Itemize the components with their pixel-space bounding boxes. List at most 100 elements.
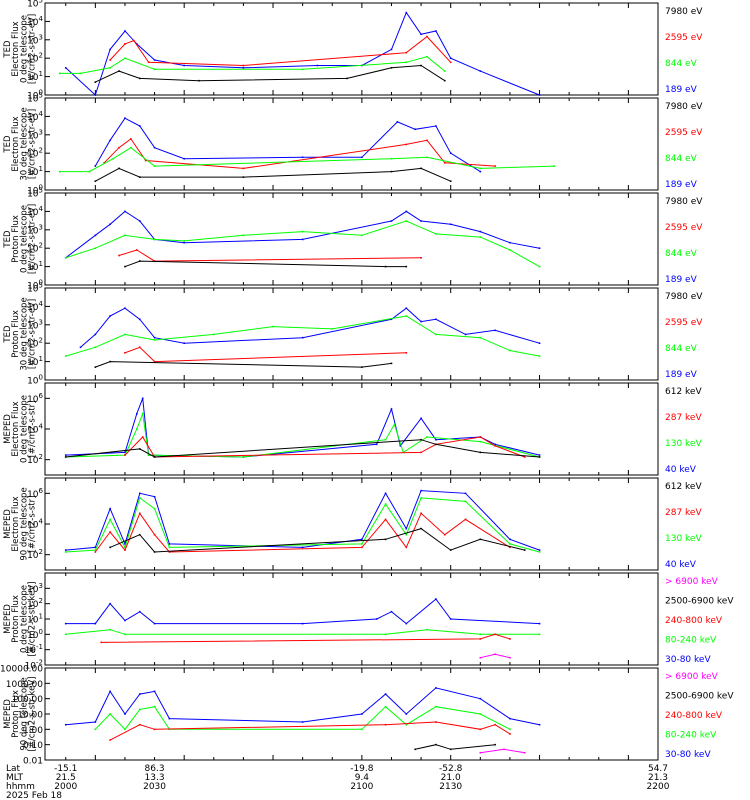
- data-point: [420, 497, 422, 499]
- legend-entry: 7980 eV: [665, 7, 703, 17]
- data-point: [384, 723, 387, 726]
- data-point: [64, 551, 67, 553]
- data-point: [136, 43, 138, 45]
- data-point: [136, 428, 138, 430]
- x-row-label: Lat: [6, 764, 21, 774]
- data-point: [94, 333, 97, 336]
- data-point: [124, 454, 126, 456]
- y-axis-label: 0 deg telescope: [19, 395, 29, 463]
- y-tick-label: 100: [27, 89, 43, 102]
- y-tick-label: 104: [27, 205, 43, 218]
- data-point: [301, 238, 304, 241]
- series-line-3: [101, 633, 511, 643]
- data-point: [136, 249, 138, 251]
- data-point: [361, 156, 363, 159]
- data-point: [420, 320, 422, 323]
- y-tick-label: 102: [27, 548, 43, 561]
- data-point: [538, 247, 541, 249]
- data-point: [109, 546, 111, 549]
- data-point: [538, 633, 541, 636]
- legend-entry: 2500-6900 keV: [665, 692, 734, 702]
- data-point: [523, 549, 526, 551]
- data-point: [183, 64, 185, 67]
- y-axis-label: Proton Flux: [11, 690, 21, 738]
- legend-entry: 2595 eV: [665, 128, 703, 138]
- data-point: [109, 507, 111, 510]
- y-tick-label: 104: [27, 423, 43, 436]
- data-point: [405, 352, 408, 354]
- data-point: [449, 618, 452, 620]
- legend-entry: 30-80 keV: [665, 750, 711, 760]
- x-tick-label: 2200: [647, 782, 670, 792]
- y-tick-label: 100: [27, 279, 43, 292]
- data-point: [124, 713, 126, 715]
- data-point: [138, 260, 141, 262]
- data-point: [479, 436, 482, 438]
- data-point: [138, 220, 141, 222]
- data-point: [384, 633, 387, 636]
- data-point: [435, 705, 437, 708]
- data-point: [147, 61, 150, 64]
- data-point: [420, 438, 422, 441]
- data-point: [420, 527, 422, 530]
- panel-8: 0.01 0.10 1.00 10.00 100.00 1000.00 10000.00 ME…: [0, 665, 734, 767]
- data-point: [183, 240, 185, 242]
- data-point: [94, 622, 97, 625]
- data-point: [153, 339, 156, 341]
- data-point: [361, 713, 363, 715]
- data-point: [94, 81, 97, 83]
- x-tick-label: -19.8: [350, 764, 374, 774]
- y-tick-label: 104: [27, 110, 43, 123]
- legend-entry: 40 keV: [665, 560, 697, 570]
- data-point: [136, 412, 138, 415]
- y-tick-label: 104: [27, 518, 43, 531]
- y-tick-label: 101: [27, 355, 43, 368]
- data-point: [405, 61, 408, 64]
- y-tick-label: 102: [27, 52, 43, 65]
- data-point: [479, 638, 482, 640]
- data-point: [124, 451, 126, 454]
- legend-entry: 2595 eV: [665, 223, 703, 233]
- data-point: [384, 503, 387, 505]
- y-axis-label: Electron Flux: [11, 401, 21, 456]
- y-axis-label: TED: [3, 135, 13, 154]
- data-point: [94, 234, 97, 237]
- data-point: [449, 61, 452, 64]
- y-axis-label: MEPED: [3, 699, 13, 729]
- data-point: [420, 512, 422, 515]
- y-axis-label: 30 deg telescope: [19, 107, 29, 180]
- data-point: [479, 656, 482, 659]
- data-point: [138, 125, 141, 127]
- legend-entry: 844 eV: [665, 249, 698, 259]
- data-point: [94, 728, 97, 731]
- y-axis-label: Electron Flux: [11, 116, 21, 171]
- y-tick-label: 105: [27, 187, 43, 200]
- data-point: [538, 342, 541, 344]
- data-point: [59, 170, 61, 173]
- x-row-label: MLT: [6, 773, 24, 783]
- data-point: [94, 247, 97, 249]
- y-tick-label: 101: [27, 70, 43, 83]
- y-tick-label: 105: [27, 92, 43, 105]
- data-point: [153, 146, 156, 149]
- data-point: [426, 35, 428, 38]
- panel-frame: [44, 287, 659, 381]
- data-point: [301, 622, 304, 625]
- legend-entry: 80-240 keV: [665, 731, 717, 741]
- legend-entry: 189 eV: [665, 275, 698, 285]
- y-axis-label: [#/cm2-s-str-eV]: [28, 299, 38, 369]
- data-point: [109, 223, 111, 226]
- data-point: [124, 728, 126, 731]
- series-line-3: [109, 721, 511, 741]
- y-tick-label: 100.00: [12, 695, 44, 705]
- data-point: [153, 690, 156, 693]
- data-point: [396, 121, 399, 123]
- data-point: [538, 549, 541, 551]
- data-point: [414, 748, 416, 751]
- series-line-1: [65, 11, 540, 96]
